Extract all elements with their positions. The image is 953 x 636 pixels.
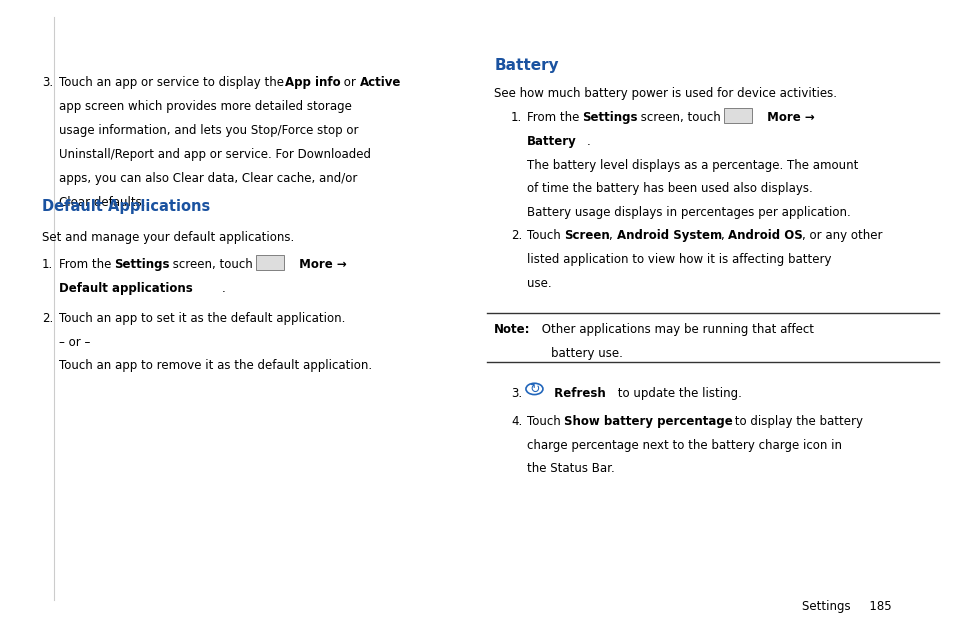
Text: From the: From the: [58, 258, 114, 272]
Text: charge percentage next to the battery charge icon in: charge percentage next to the battery ch…: [526, 438, 841, 452]
Text: usage information, and lets you Stop/Force stop or: usage information, and lets you Stop/For…: [58, 124, 357, 137]
Text: ,: ,: [609, 229, 617, 242]
Text: More →: More →: [294, 258, 346, 272]
FancyBboxPatch shape: [723, 107, 752, 123]
Text: 2.: 2.: [42, 312, 53, 325]
Text: or: or: [340, 76, 359, 89]
Text: 3.: 3.: [511, 387, 521, 400]
Text: Other applications may be running that affect: Other applications may be running that a…: [537, 323, 813, 336]
Text: to display the battery: to display the battery: [730, 415, 862, 427]
Text: Show battery percentage: Show battery percentage: [563, 415, 732, 427]
Text: Set and manage your default applications.: Set and manage your default applications…: [42, 232, 294, 244]
Text: screen, touch: screen, touch: [637, 111, 720, 124]
Text: More: More: [731, 113, 744, 118]
Text: Settings: Settings: [114, 258, 170, 272]
Text: The battery level displays as a percentage. The amount: The battery level displays as a percenta…: [526, 158, 858, 172]
Text: Touch: Touch: [526, 415, 564, 427]
Text: Settings     185: Settings 185: [801, 600, 891, 613]
Text: the Status Bar.: the Status Bar.: [526, 462, 614, 475]
Text: Touch an app or service to display the: Touch an app or service to display the: [58, 76, 287, 89]
Text: Default Applications: Default Applications: [42, 198, 210, 214]
Text: – or –: – or –: [58, 336, 90, 349]
Text: ↻: ↻: [529, 382, 539, 396]
Text: 1.: 1.: [42, 258, 53, 272]
Text: Touch an app to set it as the default application.: Touch an app to set it as the default ap…: [58, 312, 345, 325]
Text: Uninstall/Report and app or service. For Downloaded: Uninstall/Report and app or service. For…: [58, 148, 370, 161]
Text: use.: use.: [526, 277, 551, 289]
Text: Battery: Battery: [494, 57, 558, 73]
Text: , or any other: , or any other: [801, 229, 882, 242]
Text: Refresh: Refresh: [550, 387, 605, 400]
Text: Touch an app to remove it as the default application.: Touch an app to remove it as the default…: [58, 359, 372, 372]
Text: screen, touch: screen, touch: [169, 258, 253, 272]
Text: 3.: 3.: [42, 76, 52, 89]
Text: Active: Active: [359, 76, 400, 89]
Text: Android System: Android System: [616, 229, 721, 242]
FancyBboxPatch shape: [255, 255, 284, 270]
Text: .: .: [222, 282, 226, 295]
Text: More: More: [263, 260, 276, 265]
Text: 4.: 4.: [511, 415, 521, 427]
Text: See how much battery power is used for device activities.: See how much battery power is used for d…: [494, 87, 837, 100]
Text: Note:: Note:: [494, 323, 530, 336]
Text: More →: More →: [762, 111, 814, 124]
Text: to update the listing.: to update the listing.: [613, 387, 740, 400]
Text: of time the battery has been used also displays.: of time the battery has been used also d…: [526, 183, 812, 195]
Text: ,: ,: [720, 229, 727, 242]
Text: listed application to view how it is affecting battery: listed application to view how it is aff…: [526, 252, 830, 266]
Text: .: .: [586, 135, 590, 148]
Text: app screen which provides more detailed storage: app screen which provides more detailed …: [58, 100, 351, 113]
Text: Touch: Touch: [526, 229, 564, 242]
Text: battery use.: battery use.: [550, 347, 622, 360]
Text: apps, you can also Clear data, Clear cache, and/or: apps, you can also Clear data, Clear cac…: [58, 172, 356, 184]
Text: Battery usage displays in percentages per application.: Battery usage displays in percentages pe…: [526, 206, 850, 219]
Text: Screen: Screen: [563, 229, 609, 242]
Text: App info: App info: [285, 76, 340, 89]
Text: Default applications: Default applications: [58, 282, 193, 295]
Text: Settings: Settings: [582, 111, 638, 124]
Text: 1.: 1.: [511, 111, 521, 124]
Text: 2.: 2.: [511, 229, 521, 242]
Text: Battery: Battery: [526, 135, 576, 148]
Text: From the: From the: [526, 111, 582, 124]
Text: Android OS: Android OS: [727, 229, 802, 242]
Text: Clear defaults.: Clear defaults.: [58, 196, 145, 209]
